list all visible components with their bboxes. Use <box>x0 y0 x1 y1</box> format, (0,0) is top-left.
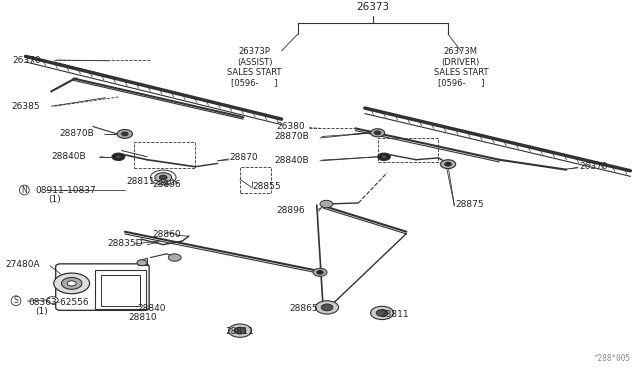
Text: (1): (1) <box>48 195 61 204</box>
Circle shape <box>371 129 385 137</box>
Circle shape <box>316 301 339 314</box>
Text: 28860: 28860 <box>152 230 181 239</box>
Circle shape <box>313 268 327 276</box>
Text: 26370: 26370 <box>579 161 608 170</box>
Bar <box>95 270 146 309</box>
Text: 28870B: 28870B <box>59 129 93 138</box>
Text: 08363-62556: 08363-62556 <box>29 298 90 307</box>
Bar <box>378 138 438 162</box>
Text: 26380: 26380 <box>276 122 305 131</box>
Text: 28865: 28865 <box>289 304 318 313</box>
Text: 28855: 28855 <box>253 182 282 191</box>
Circle shape <box>321 304 333 311</box>
Text: 28811: 28811 <box>381 310 410 318</box>
Circle shape <box>137 260 147 266</box>
Circle shape <box>117 129 132 138</box>
Circle shape <box>376 310 388 316</box>
Text: 28875: 28875 <box>456 200 484 209</box>
Text: ^288*005: ^288*005 <box>593 354 630 363</box>
Circle shape <box>234 327 246 334</box>
Text: 28810: 28810 <box>128 313 157 322</box>
Text: 26373: 26373 <box>356 2 390 12</box>
Circle shape <box>371 306 394 320</box>
Text: 28870B: 28870B <box>274 132 308 141</box>
Text: 26373P
(ASSIST)
SALES START
[0596-      ]: 26373P (ASSIST) SALES START [0596- ] <box>227 47 282 87</box>
Text: 28840: 28840 <box>138 304 166 312</box>
Circle shape <box>317 270 323 274</box>
Text: 28840B: 28840B <box>274 155 308 164</box>
Text: S: S <box>13 296 19 305</box>
Text: 28896: 28896 <box>152 180 181 189</box>
Text: 28835D: 28835D <box>108 239 143 248</box>
Circle shape <box>47 297 58 303</box>
Text: 28896: 28896 <box>276 206 305 215</box>
Circle shape <box>54 273 90 294</box>
Circle shape <box>155 173 172 182</box>
Text: 28811: 28811 <box>127 177 156 186</box>
Bar <box>101 275 140 305</box>
Text: 28870: 28870 <box>229 153 258 163</box>
Text: 28840B: 28840B <box>51 152 86 161</box>
Circle shape <box>445 162 451 166</box>
Circle shape <box>61 278 82 289</box>
Circle shape <box>67 281 76 286</box>
Circle shape <box>116 155 121 158</box>
Text: (1): (1) <box>35 307 48 316</box>
Circle shape <box>122 132 128 136</box>
Circle shape <box>159 175 167 180</box>
Text: 26370: 26370 <box>13 55 42 65</box>
Text: 26385: 26385 <box>12 102 40 111</box>
Circle shape <box>381 155 387 158</box>
Text: N: N <box>22 186 27 195</box>
Circle shape <box>320 201 333 208</box>
Text: 28811: 28811 <box>226 327 254 336</box>
Circle shape <box>374 131 381 135</box>
Text: 27480A: 27480A <box>5 260 40 269</box>
Text: 26373M
(DRIVER)
SALES START
[0596-      ]: 26373M (DRIVER) SALES START [0596- ] <box>433 47 488 87</box>
Circle shape <box>440 160 456 169</box>
Circle shape <box>228 324 252 337</box>
Circle shape <box>378 153 390 160</box>
Bar <box>240 167 271 193</box>
Bar <box>134 142 195 168</box>
Circle shape <box>168 254 181 261</box>
Text: 08911-10837: 08911-10837 <box>35 186 96 195</box>
Circle shape <box>112 153 125 160</box>
